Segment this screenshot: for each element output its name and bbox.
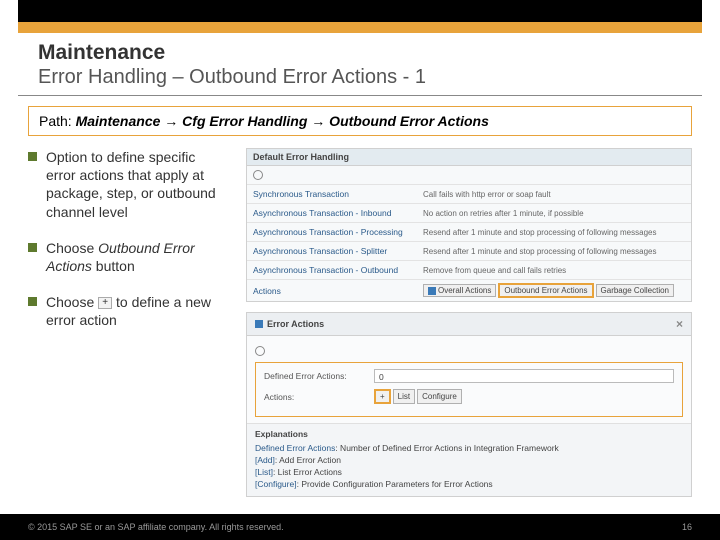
field-label: Actions: (264, 392, 374, 402)
explain-key: [Add] (255, 455, 275, 465)
defined-actions-field: Defined Error Actions: 0 (264, 369, 674, 383)
explanation-line: [List]: List Error Actions (255, 467, 683, 477)
explanations-title: Explanations (255, 429, 683, 439)
row-value: Resend after 1 minute and stop processin… (423, 228, 685, 237)
explanation-line: [Add]: Add Error Action (255, 455, 683, 465)
square-icon (255, 320, 263, 328)
row-value: No action on retries after 1 minute, if … (423, 209, 685, 218)
btn-label: Garbage Collection (601, 286, 669, 295)
bullet-item: Option to define specific error actions … (28, 148, 228, 221)
explain-val: : Number of Defined Error Actions in Int… (335, 443, 558, 453)
path-callout: Path: Maintenance → Cfg Error Handling →… (28, 106, 692, 136)
configure-button[interactable]: Configure (417, 389, 462, 404)
bullet-text-post: button (92, 258, 135, 274)
explain-val: : Provide Configuration Parameters for E… (297, 479, 493, 489)
btn-label: Outbound Error Actions (504, 286, 587, 295)
table-row: Asynchronous Transaction - Inbound No ac… (247, 204, 691, 223)
close-icon[interactable]: × (676, 317, 683, 331)
field-value: 0 (374, 369, 674, 383)
explain-val: : List Error Actions (273, 467, 342, 477)
row-label: Asynchronous Transaction - Outbound (253, 265, 423, 275)
add-button[interactable]: + (374, 389, 391, 404)
btn-label: List (398, 392, 410, 401)
row-value: Remove from queue and call fails retries (423, 266, 685, 275)
panel-title: Default Error Handling (247, 149, 691, 166)
actions-label: Actions (253, 286, 423, 296)
screenshot-panels: Default Error Handling Synchronous Trans… (246, 148, 692, 497)
row-value: Call fails with http error or soap fault (423, 190, 685, 199)
explanations-section: Explanations Defined Error Actions: Numb… (247, 423, 691, 496)
explain-key: Defined Error Actions (255, 443, 335, 453)
bullet-text-pre: Choose (46, 240, 98, 256)
gold-accent-bar (18, 22, 702, 33)
refresh-icon[interactable] (253, 170, 263, 180)
panel-row-refresh (247, 166, 691, 185)
bullet-item: Choose + to define a new error action (28, 293, 228, 329)
page-subtitle: Error Handling – Outbound Error Actions … (38, 66, 682, 89)
slide-header: Maintenance Error Handling – Outbound Er… (18, 41, 702, 96)
explain-val: : Add Error Action (275, 455, 341, 465)
row-label: Asynchronous Transaction - Processing (253, 227, 423, 237)
plus-icon: + (380, 392, 385, 401)
bullet-text: Option to define specific error actions … (46, 149, 216, 220)
path-label: Path: (39, 113, 76, 129)
garbage-collection-button[interactable]: Garbage Collection (596, 284, 674, 297)
outbound-error-actions-button[interactable]: Outbound Error Actions (498, 283, 593, 298)
overall-actions-button[interactable]: Overall Actions (423, 284, 496, 297)
page-title: Maintenance (38, 41, 682, 65)
btn-label: Overall Actions (438, 286, 491, 295)
table-row: Asynchronous Transaction - Processing Re… (247, 223, 691, 242)
panel2-body: Defined Error Actions: 0 Actions: + List… (247, 336, 691, 423)
explain-key: [Configure] (255, 479, 297, 489)
plus-icon: + (98, 297, 112, 309)
refresh-icon[interactable] (255, 346, 265, 356)
actions-row: Actions Overall Actions Outbound Error A… (247, 280, 691, 301)
path-value: Maintenance → Cfg Error Handling → Outbo… (76, 113, 489, 129)
page-number: 16 (682, 522, 692, 532)
table-row: Asynchronous Transaction - Outbound Remo… (247, 261, 691, 280)
btn-label: Configure (422, 392, 457, 401)
panel2-title: Error Actions (267, 319, 324, 329)
square-icon (428, 287, 436, 295)
bullet-list: Option to define specific error actions … (28, 148, 228, 497)
row-label: Asynchronous Transaction - Inbound (253, 208, 423, 218)
row-label: Synchronous Transaction (253, 189, 423, 199)
explain-key: [List] (255, 467, 273, 477)
highlighted-config-box: Defined Error Actions: 0 Actions: + List… (255, 362, 683, 417)
default-error-handling-panel: Default Error Handling Synchronous Trans… (246, 148, 692, 302)
explanation-line: [Configure]: Provide Configuration Param… (255, 479, 683, 489)
bullet-item: Choose Outbound Error Actions button (28, 239, 228, 275)
table-row: Asynchronous Transaction - Splitter Rese… (247, 242, 691, 261)
top-black-bar (18, 0, 702, 22)
slide-footer: © 2015 SAP SE or an SAP affiliate compan… (0, 514, 720, 540)
copyright-text: © 2015 SAP SE or an SAP affiliate compan… (28, 522, 284, 532)
actions-field: Actions: + List Configure (264, 389, 674, 404)
table-row: Synchronous Transaction Call fails with … (247, 185, 691, 204)
field-label: Defined Error Actions: (264, 371, 374, 381)
row-value: Resend after 1 minute and stop processin… (423, 247, 685, 256)
list-button[interactable]: List (393, 389, 415, 404)
explanation-line: Defined Error Actions: Number of Defined… (255, 443, 683, 453)
bullet-text-pre: Choose (46, 294, 94, 310)
panel2-header: Error Actions × (247, 313, 691, 336)
error-actions-panel: Error Actions × Defined Error Actions: 0… (246, 312, 692, 497)
row-label: Asynchronous Transaction - Splitter (253, 246, 423, 256)
